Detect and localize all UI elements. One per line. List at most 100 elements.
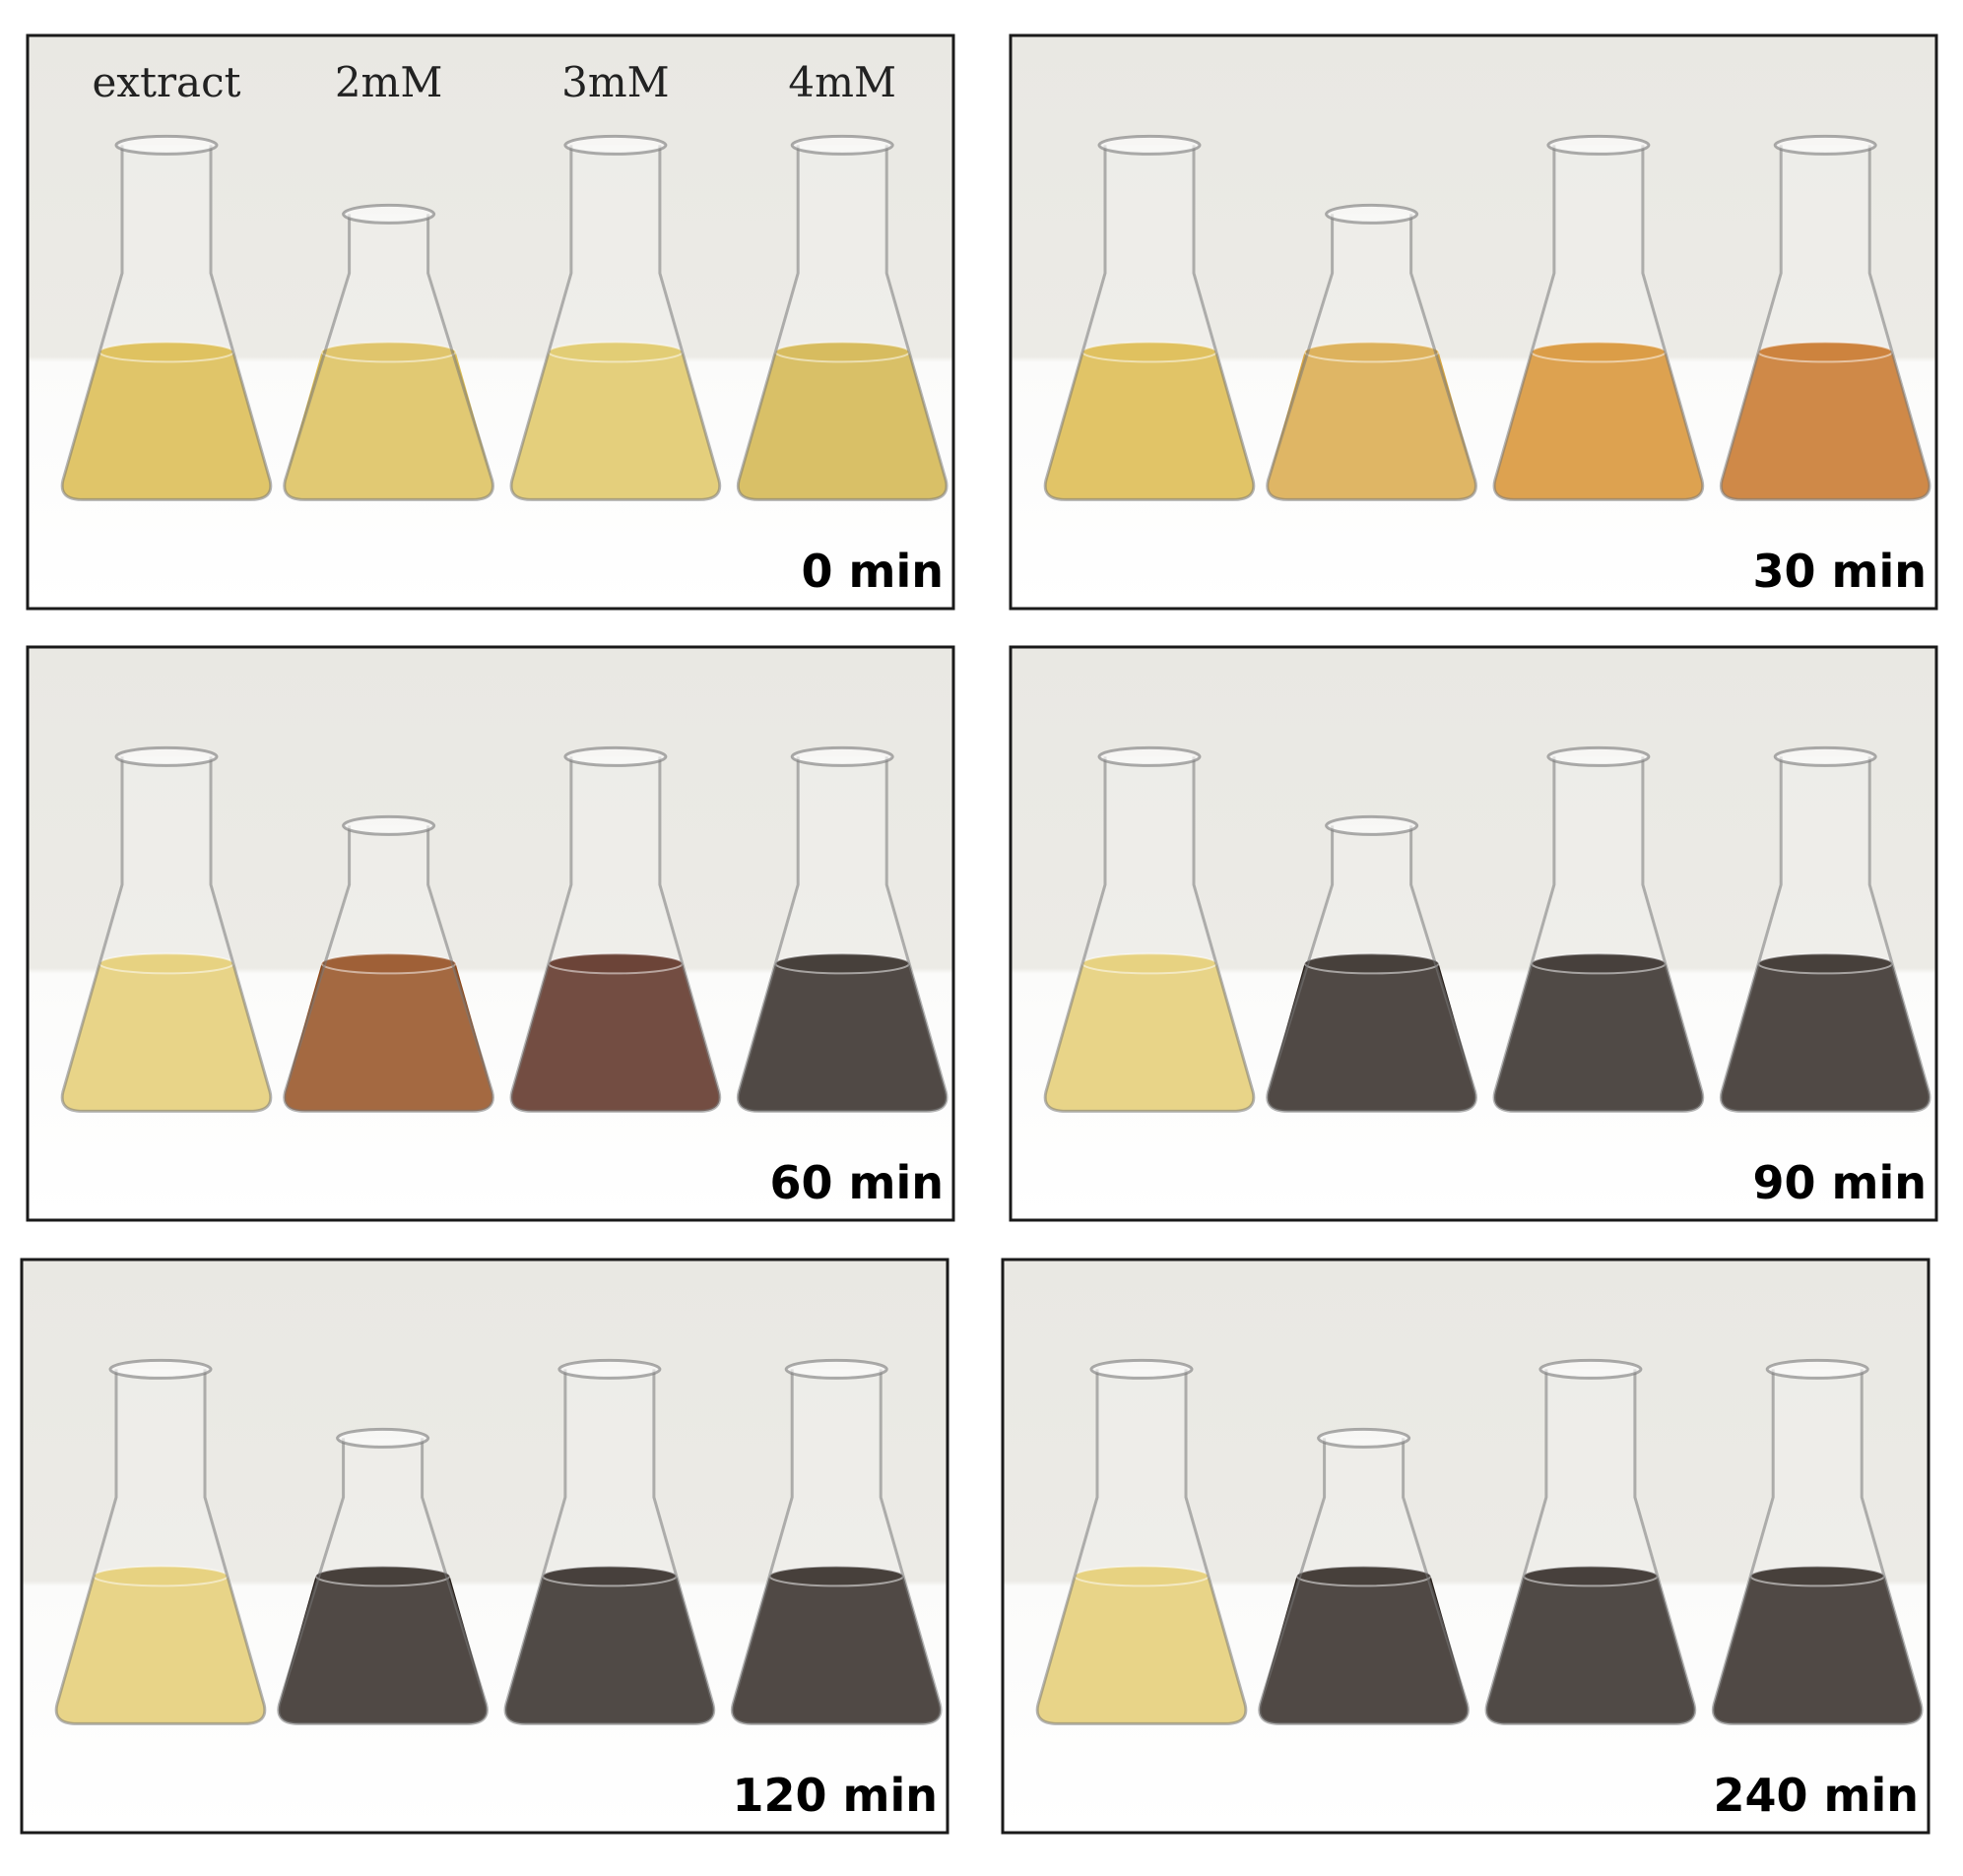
glass	[1492, 145, 1705, 501]
rim	[1097, 134, 1202, 156]
liquid	[1267, 352, 1476, 500]
rim	[1097, 745, 1202, 767]
liquid	[1494, 352, 1703, 500]
liquid	[511, 963, 720, 1112]
rim	[1089, 1358, 1194, 1380]
sample-label: extract	[93, 58, 241, 106]
liquid	[1721, 352, 1930, 500]
flask	[730, 1358, 943, 1725]
glass	[503, 1369, 716, 1725]
photo	[1009, 33, 1938, 611]
rim	[1773, 745, 1877, 767]
rim	[790, 745, 894, 767]
liquid-surface	[1303, 952, 1440, 975]
glass	[1035, 1369, 1248, 1725]
rim	[1317, 1427, 1411, 1449]
rim	[1773, 134, 1877, 156]
rim	[114, 134, 219, 156]
flask	[509, 134, 722, 501]
glass	[1719, 756, 1931, 1113]
rim	[1325, 814, 1419, 836]
glass	[60, 756, 273, 1113]
glass	[736, 145, 949, 501]
panel: 120 min	[20, 1258, 949, 1835]
glass	[730, 1369, 943, 1725]
flask	[1711, 1358, 1924, 1725]
liquid	[1259, 1576, 1469, 1724]
liquid-surface	[1303, 341, 1440, 363]
liquid	[1486, 1576, 1695, 1724]
rim	[1325, 203, 1419, 225]
flask	[1492, 745, 1705, 1113]
liquid	[505, 1576, 714, 1724]
rim	[342, 203, 436, 225]
glass	[1043, 145, 1256, 501]
flask	[509, 745, 722, 1113]
rim	[108, 1358, 213, 1380]
glass	[736, 756, 949, 1113]
liquid	[62, 963, 271, 1112]
flask	[60, 134, 273, 501]
flask	[54, 1358, 267, 1725]
photo	[26, 33, 955, 611]
rim	[563, 745, 668, 767]
rim	[114, 745, 219, 767]
liquid-surface	[320, 341, 457, 363]
flask	[1266, 203, 1477, 501]
liquid	[1494, 963, 1703, 1112]
glass	[509, 756, 722, 1113]
rim	[790, 134, 894, 156]
liquid	[1721, 963, 1930, 1112]
glass	[54, 1369, 267, 1725]
rim	[1538, 1358, 1643, 1380]
liquid-surface	[314, 1565, 451, 1587]
flask	[1719, 134, 1931, 501]
glass	[277, 1438, 489, 1725]
liquid	[738, 352, 948, 500]
time-label: 0 min	[802, 545, 944, 598]
glass	[283, 214, 494, 501]
flask	[283, 814, 494, 1113]
rim	[563, 134, 668, 156]
glass	[60, 145, 273, 501]
sample-label: 4mM	[788, 58, 896, 106]
panel: 60 min	[26, 645, 955, 1222]
time-label: 60 min	[770, 1156, 944, 1209]
time-label: 120 min	[733, 1769, 938, 1822]
rim	[336, 1427, 430, 1449]
liquid-surface	[320, 952, 457, 975]
rim	[342, 814, 436, 836]
glass	[1043, 756, 1256, 1113]
liquid	[732, 1576, 942, 1724]
liquid	[1045, 963, 1254, 1112]
liquid-surface	[1295, 1565, 1432, 1587]
liquid	[284, 963, 493, 1112]
glass	[1711, 1369, 1924, 1725]
liquid	[56, 1576, 265, 1724]
flask	[283, 203, 494, 501]
time-label: 30 min	[1753, 545, 1927, 598]
photo	[1001, 1258, 1930, 1835]
flask	[1258, 1427, 1470, 1725]
glass	[1266, 214, 1477, 501]
liquid	[284, 352, 493, 500]
flask	[1266, 814, 1477, 1113]
liquid	[62, 352, 271, 500]
rim	[1546, 745, 1651, 767]
flask	[60, 745, 273, 1113]
rim	[557, 1358, 662, 1380]
glass	[1719, 145, 1931, 501]
time-label: 240 min	[1714, 1769, 1919, 1822]
flask	[1492, 134, 1705, 501]
panel: 90 min	[1009, 645, 1938, 1222]
liquid	[738, 963, 948, 1112]
glass	[509, 145, 722, 501]
glass	[1258, 1438, 1470, 1725]
photo	[1009, 645, 1938, 1222]
panel: 30 min	[1009, 33, 1938, 611]
photo	[20, 1258, 949, 1835]
flask	[1035, 1358, 1248, 1725]
flask	[1043, 745, 1256, 1113]
glass	[1484, 1369, 1697, 1725]
liquid	[278, 1576, 488, 1724]
